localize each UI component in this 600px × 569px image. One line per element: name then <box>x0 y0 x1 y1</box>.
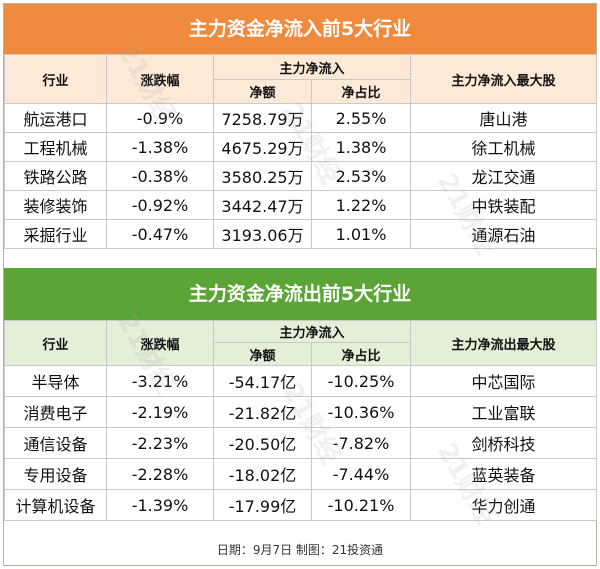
industry-cell: 专用设备 <box>4 458 107 490</box>
outflow-header-group: 主力净流入 <box>212 320 412 343</box>
top-stock-cell: 徐工机械 <box>410 132 598 162</box>
net-cell: 4675.29万 <box>213 132 312 162</box>
table-row: 消费电子 -2.19% -21.82亿 -10.36% 工业富联 <box>4 396 598 428</box>
industry-cell: 装修装饰 <box>4 190 107 220</box>
table-row: 铁路公路 -0.38% 3580.25万 2.53% 龙江交通 <box>4 161 598 191</box>
net-cell: 3580.25万 <box>213 161 312 191</box>
net-cell: -54.17亿 <box>213 365 312 397</box>
ratio-cell: 1.01% <box>310 219 412 249</box>
top-stock-cell: 华力创通 <box>410 489 598 521</box>
net-cell: -20.50亿 <box>213 427 312 459</box>
ratio-cell: -7.44% <box>310 458 412 490</box>
table-row: 专用设备 -2.28% -18.02亿 -7.44% 蓝英装备 <box>4 458 598 490</box>
top-stock-cell: 通源石油 <box>410 219 598 249</box>
top-stock-cell: 剑桥科技 <box>410 427 598 459</box>
top-stock-cell: 工业富联 <box>410 396 598 428</box>
table-row: 装修装饰 -0.92% 3442.47万 1.22% 中铁装配 <box>4 190 598 220</box>
table-row: 计算机设备 -1.39% -17.99亿 -10.21% 华力创通 <box>4 489 598 521</box>
change-cell: -0.47% <box>106 219 214 249</box>
industry-cell: 通信设备 <box>4 427 107 459</box>
industry-cell: 半导体 <box>4 365 107 397</box>
industry-cell: 计算机设备 <box>4 489 107 521</box>
inflow-header-ratio: 净占比 <box>310 79 412 104</box>
infographic-frame: 主力资金净流入前5大行业 行业 涨跌幅 主力净流入 主力净流入最大股 净额 净占… <box>3 3 598 566</box>
outflow-title: 主力资金净流出前5大行业 <box>4 268 596 320</box>
top-stock-cell: 中铁装配 <box>410 190 598 220</box>
table-row: 采掘行业 -0.47% 3193.06万 1.01% 通源石油 <box>4 219 598 249</box>
outflow-header-top-stock: 主力净流出最大股 <box>410 320 598 366</box>
top-stock-cell: 龙江交通 <box>410 161 598 191</box>
table-row: 半导体 -3.21% -54.17亿 -10.25% 中芯国际 <box>4 365 598 397</box>
inflow-table: 行业 涨跌幅 主力净流入 主力净流入最大股 净额 净占比 航运港口 -0.9% … <box>4 54 598 249</box>
outflow-header-change: 涨跌幅 <box>106 320 214 366</box>
footer-caption: 日期：9月7日 制图：21投资通 <box>216 543 384 557</box>
net-cell: -18.02亿 <box>213 458 312 490</box>
industry-cell: 铁路公路 <box>4 161 107 191</box>
ratio-cell: -10.25% <box>310 365 412 397</box>
inflow-header-change: 涨跌幅 <box>106 54 214 104</box>
inflow-title: 主力资金净流入前5大行业 <box>4 4 596 54</box>
ratio-cell: -10.36% <box>310 396 412 428</box>
inflow-header-net: 净额 <box>213 79 312 104</box>
top-stock-cell: 唐山港 <box>410 103 598 133</box>
change-cell: -2.19% <box>106 396 214 428</box>
ratio-cell: -10.21% <box>310 489 412 521</box>
change-cell: -2.28% <box>106 458 214 490</box>
outflow-header-ratio: 净占比 <box>310 342 412 366</box>
outflow-header-industry: 行业 <box>4 320 107 366</box>
outflow-table: 行业 涨跌幅 主力净流入 主力净流出最大股 净额 净占比 半导体 -3.21% … <box>4 320 598 521</box>
top-stock-cell: 中芯国际 <box>410 365 598 397</box>
net-cell: 3442.47万 <box>213 190 312 220</box>
inflow-header-industry: 行业 <box>4 54 107 104</box>
top-stock-cell: 蓝英装备 <box>410 458 598 490</box>
change-cell: -0.92% <box>106 190 214 220</box>
ratio-cell: 2.53% <box>310 161 412 191</box>
table-row: 通信设备 -2.23% -20.50亿 -7.82% 剑桥科技 <box>4 427 598 459</box>
net-cell: -21.82亿 <box>213 396 312 428</box>
table-row: 航运港口 -0.9% 7258.79万 2.55% 唐山港 <box>4 103 598 133</box>
industry-cell: 航运港口 <box>4 103 107 133</box>
net-cell: 3193.06万 <box>213 219 312 249</box>
inflow-header-top-stock: 主力净流入最大股 <box>410 54 598 104</box>
table-row: 工程机械 -1.38% 4675.29万 1.38% 徐工机械 <box>4 132 598 162</box>
industry-cell: 采掘行业 <box>4 219 107 249</box>
ratio-cell: 2.55% <box>310 103 412 133</box>
industry-cell: 工程机械 <box>4 132 107 162</box>
change-cell: -0.9% <box>106 103 214 133</box>
net-cell: -17.99亿 <box>213 489 312 521</box>
change-cell: -3.21% <box>106 365 214 397</box>
inflow-header-group: 主力净流入 <box>212 54 412 80</box>
change-cell: -1.39% <box>106 489 214 521</box>
change-cell: -2.23% <box>106 427 214 459</box>
change-cell: -1.38% <box>106 132 214 162</box>
change-cell: -0.38% <box>106 161 214 191</box>
industry-cell: 消费电子 <box>4 396 107 428</box>
ratio-cell: 1.38% <box>310 132 412 162</box>
ratio-cell: -7.82% <box>310 427 412 459</box>
outflow-header-net: 净额 <box>213 342 312 366</box>
net-cell: 7258.79万 <box>213 103 312 133</box>
ratio-cell: 1.22% <box>310 190 412 220</box>
